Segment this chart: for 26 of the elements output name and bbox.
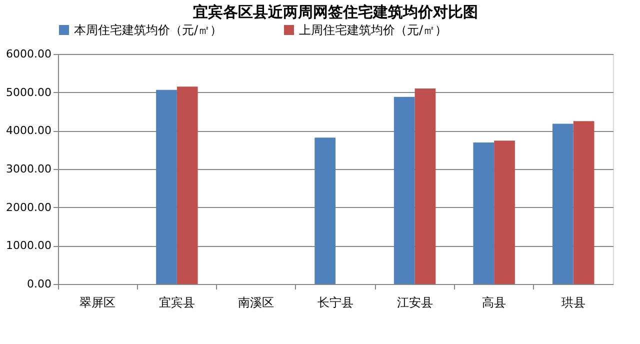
x-tick-label: 宜宾县 (158, 296, 195, 310)
bar (494, 140, 515, 284)
y-tick-label: 0.00 (27, 278, 52, 290)
bar (414, 88, 436, 284)
y-tick-label: 4000.00 (6, 124, 52, 138)
x-tick-label: 高县 (482, 296, 506, 310)
y-tick-label: 5000.00 (6, 86, 52, 99)
x-tick-label: 珙县 (561, 296, 586, 310)
bar (156, 90, 177, 284)
x-tick-label: 南溪区 (238, 296, 274, 310)
bar (473, 142, 494, 284)
x-tick-label: 翠屏区 (80, 296, 116, 310)
y-tick-label: 6000.00 (6, 48, 52, 60)
x-tick-label: 长宁县 (318, 296, 354, 310)
legend-label: 上周住宅建筑均价（元/㎡） (299, 23, 448, 37)
legend-label: 本周住宅建筑均价（元/㎡） (74, 23, 222, 37)
chart-title: 宜宾各区县近两周网签住宅建筑均价对比图 (193, 3, 478, 21)
y-tick-label: 3000.00 (6, 162, 52, 176)
bar (552, 124, 574, 284)
x-tick-label: 江安县 (396, 296, 433, 310)
y-tick-label: 1000.00 (6, 239, 52, 252)
bar (176, 86, 198, 284)
bar (394, 96, 415, 284)
y-tick-label: 2000.00 (6, 200, 52, 214)
bar (314, 138, 336, 284)
bar (573, 121, 594, 284)
